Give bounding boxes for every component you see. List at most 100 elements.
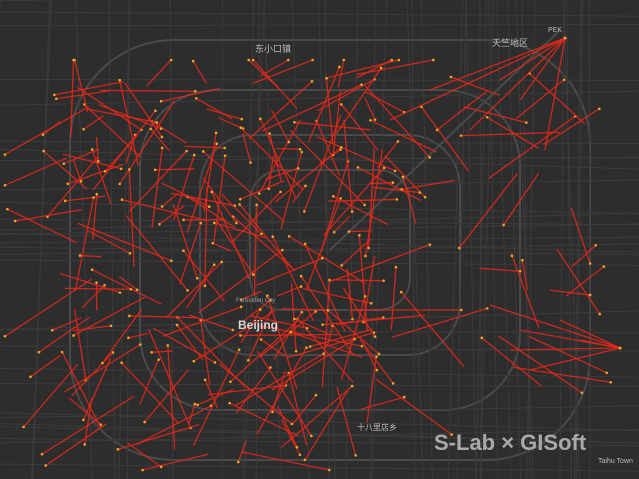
flow-line	[544, 37, 566, 151]
flow-line	[290, 331, 363, 358]
flow-endpoint	[118, 291, 122, 294]
flow-line	[64, 287, 131, 290]
flow-endpoint	[90, 268, 94, 271]
road	[0, 246, 639, 256]
flow-line	[509, 347, 621, 351]
flow-endpoint	[62, 162, 66, 165]
flow-line	[512, 366, 611, 383]
flow-endpoint	[435, 128, 439, 132]
flow-line	[341, 238, 372, 266]
road	[0, 405, 639, 419]
flow-line	[281, 419, 301, 456]
flow-line	[15, 209, 82, 222]
flow-line	[92, 194, 98, 240]
flow-endpoint	[251, 58, 255, 62]
flow-line	[151, 147, 163, 229]
flow-line	[95, 136, 99, 162]
flow-endpoint	[259, 308, 262, 311]
flow-endpoint	[302, 210, 306, 213]
flow-line	[46, 156, 99, 218]
flow-line	[450, 76, 500, 96]
flow-endpoint	[287, 235, 291, 238]
flow-endpoint	[120, 198, 124, 202]
flow-endpoint	[157, 358, 160, 361]
flow-endpoint	[399, 290, 403, 294]
flow-line	[497, 335, 583, 394]
flow-line	[51, 317, 82, 331]
flow-endpoint	[193, 402, 197, 406]
flow-line	[41, 395, 135, 455]
flow-endpoint	[382, 166, 386, 170]
flow-endpoint	[223, 146, 226, 150]
flow-line	[117, 424, 200, 450]
flow-endpoint	[42, 149, 45, 153]
flow-endpoint	[247, 58, 251, 62]
flow-line	[280, 385, 353, 448]
flow-line	[337, 59, 345, 88]
flow-line	[240, 333, 339, 337]
flow-line	[4, 157, 67, 186]
flow-endpoint	[196, 403, 199, 407]
flow-endpoint	[449, 75, 453, 79]
flow-line	[366, 356, 378, 423]
flow-endpoint	[246, 359, 250, 362]
flow-line	[91, 149, 112, 205]
flow-line	[240, 180, 285, 200]
flow-endpoint	[393, 169, 397, 173]
flow-endpoint	[192, 359, 196, 363]
flow-line	[240, 127, 304, 191]
flow-line	[346, 268, 354, 320]
road	[0, 243, 639, 256]
flow-endpoint	[293, 317, 296, 321]
flow-line	[240, 309, 261, 344]
flow-endpoint	[290, 422, 294, 426]
flow-endpoint	[367, 246, 370, 250]
flow-line	[332, 279, 384, 282]
flow-line	[499, 37, 566, 81]
flow-line	[160, 87, 220, 102]
flow-line	[511, 255, 540, 328]
place-label-pek: PEK	[548, 27, 563, 34]
flow-endpoint	[160, 205, 164, 208]
flow-endpoint	[391, 382, 395, 385]
flow-endpoint	[304, 184, 307, 188]
flow-endpoint	[382, 279, 385, 283]
flow-line	[336, 387, 357, 456]
flow-line	[81, 284, 105, 309]
flow-line	[364, 84, 431, 158]
flow-line	[479, 267, 521, 272]
flow-line	[521, 260, 528, 291]
flow-line	[65, 195, 106, 202]
flow-endpoint	[271, 235, 275, 238]
flow-line	[61, 351, 102, 429]
flow-line	[384, 155, 426, 198]
flow-line	[88, 230, 131, 254]
flow-endpoint	[375, 355, 378, 359]
flow-line	[369, 181, 393, 184]
flow-line	[272, 236, 314, 321]
flow-line	[543, 108, 600, 146]
flow-endpoint	[397, 58, 401, 62]
flow-endpoint	[103, 283, 106, 287]
flow-line	[229, 402, 299, 437]
flow-line	[119, 100, 176, 185]
flow-endpoint	[260, 232, 263, 236]
flow-endpoint	[3, 334, 7, 338]
flow-line	[373, 186, 420, 194]
flow-endpoint	[588, 262, 592, 265]
flow-line	[503, 172, 540, 226]
flow-endpoint	[182, 249, 185, 252]
flow-line	[420, 106, 470, 172]
place-label-taihu: Taihu Town	[598, 458, 633, 465]
flow-endpoint	[423, 195, 427, 199]
road	[242, 0, 255, 479]
flow-line	[550, 289, 591, 296]
road	[566, 0, 573, 479]
flow-endpoint	[199, 221, 203, 225]
flow-line	[155, 168, 195, 171]
flow-line	[400, 291, 465, 368]
flow-endpoint	[111, 351, 115, 354]
flow-line	[234, 353, 324, 407]
flow-endpoint	[363, 295, 367, 298]
